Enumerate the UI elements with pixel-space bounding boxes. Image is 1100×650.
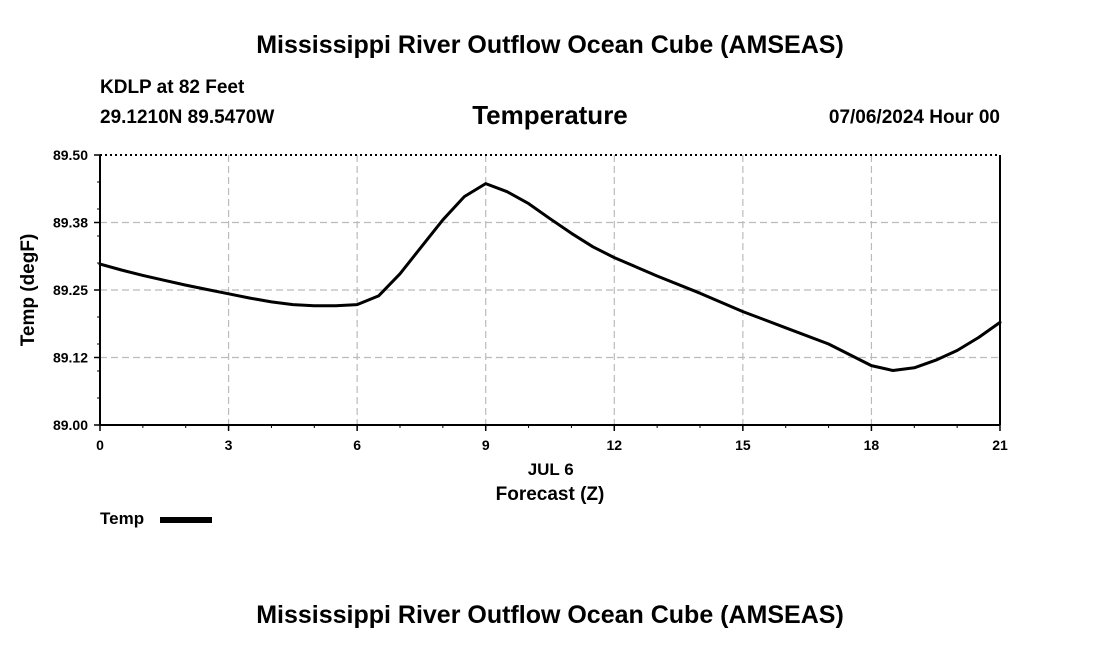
series-line-temp bbox=[98, 182, 1002, 372]
x-tick-label: 21 bbox=[992, 437, 1008, 453]
x-axis-label: Forecast (Z) bbox=[496, 484, 605, 505]
coordinates-label: 29.1210N 89.5470W bbox=[100, 107, 275, 128]
x-tick-label: 18 bbox=[864, 437, 880, 453]
y-axis-label: Temp (degF) bbox=[18, 234, 39, 347]
y-tick-label: 89.00 bbox=[53, 417, 88, 433]
legend-swatch-temp bbox=[160, 517, 212, 523]
x-tick-label: 15 bbox=[735, 437, 751, 453]
x-tick-label: 6 bbox=[353, 437, 361, 453]
chart-title: Temperature bbox=[472, 100, 628, 130]
x-tick-label: 0 bbox=[96, 437, 104, 453]
y-tick-label: 89.50 bbox=[53, 147, 88, 163]
y-tick-label: 89.38 bbox=[53, 215, 88, 231]
page-title: Mississippi River Outflow Ocean Cube (AM… bbox=[256, 31, 844, 59]
x-tick-label: 9 bbox=[482, 437, 490, 453]
x-tick-label: 3 bbox=[225, 437, 233, 453]
x-tick-label: 12 bbox=[606, 437, 622, 453]
x-axis-sublabel: JUL 6 bbox=[528, 460, 574, 479]
y-tick-label: 89.25 bbox=[53, 282, 88, 298]
station-label: KDLP at 82 Feet bbox=[100, 77, 245, 98]
datetime-label: 07/06/2024 Hour 00 bbox=[828, 107, 1000, 128]
footer-title: Mississippi River Outflow Ocean Cube (AM… bbox=[256, 601, 844, 629]
y-tick-label: 89.12 bbox=[53, 350, 88, 366]
legend-label-temp: Temp bbox=[100, 509, 145, 528]
